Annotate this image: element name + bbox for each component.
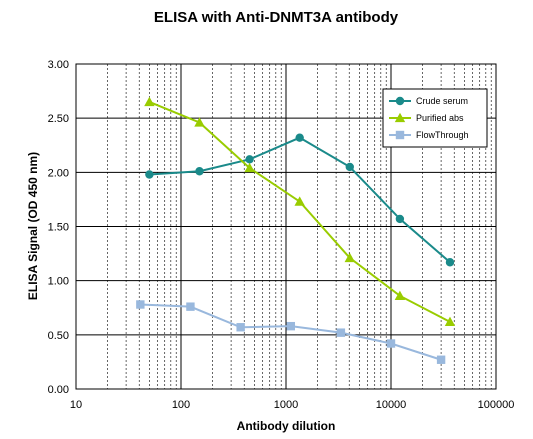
x-tick-labels: 10 100 1000 10000 100000 xyxy=(70,399,514,411)
legend-label: FlowThrough xyxy=(416,130,469,140)
data-point xyxy=(194,117,205,127)
data-point xyxy=(336,328,346,337)
data-point xyxy=(395,214,405,224)
data-point xyxy=(436,355,446,364)
data-point xyxy=(145,170,154,179)
data-point xyxy=(445,258,455,267)
y-tick-labels: 0.00 0.50 1.00 1.50 2.00 2.50 3.00 xyxy=(48,59,69,396)
series-group xyxy=(136,96,456,364)
y-tick-label: 0.00 xyxy=(48,384,69,396)
legend-swatch-marker xyxy=(394,112,406,123)
data-point xyxy=(345,162,354,172)
data-point xyxy=(136,300,145,309)
series-crude-serum xyxy=(145,133,455,267)
data-point xyxy=(144,96,155,107)
legend-swatch-marker xyxy=(395,130,405,140)
legend-label: Purified abs xyxy=(416,113,464,123)
data-point xyxy=(195,167,204,176)
y-tick-label: 1.50 xyxy=(48,222,69,234)
data-point xyxy=(394,290,406,300)
legend-label: Crude serum xyxy=(416,96,468,106)
data-point xyxy=(386,339,396,348)
series-line xyxy=(140,303,442,361)
data-point xyxy=(295,133,304,142)
legend-item: Crude serum xyxy=(389,96,468,106)
x-tick-label: 10000 xyxy=(376,399,407,411)
data-point xyxy=(245,155,254,164)
series-purified-abs xyxy=(144,96,456,326)
data-point xyxy=(294,196,305,206)
legend-item: FlowThrough xyxy=(389,130,469,140)
y-tick-label: 3.00 xyxy=(48,59,69,71)
x-tick-label: 1000 xyxy=(274,399,298,411)
legend-item: Purified abs xyxy=(389,112,464,123)
y-tick-label: 2.00 xyxy=(48,167,69,179)
x-axis-title: Antibody dilution xyxy=(237,419,336,433)
y-axis-title: ELISA Signal (OD 450 nm) xyxy=(26,152,40,300)
y-tick-label: 2.50 xyxy=(48,113,69,125)
x-tick-label: 100000 xyxy=(478,399,515,411)
data-point xyxy=(236,323,245,332)
chart-title: ELISA with Anti-DNMT3A antibody xyxy=(154,9,399,26)
y-tick-label: 0.50 xyxy=(48,330,69,342)
x-tick-label: 10 xyxy=(70,399,82,411)
data-point xyxy=(244,162,255,173)
y-tick-label: 1.00 xyxy=(48,276,69,288)
plot-frame xyxy=(75,63,497,390)
legend-swatch-marker xyxy=(395,96,405,106)
series-flowthrough xyxy=(136,300,446,364)
data-point xyxy=(286,321,295,331)
legend: Crude serum Purified abs FlowThrough xyxy=(382,88,488,148)
data-point xyxy=(344,252,355,263)
data-point xyxy=(444,316,456,326)
data-point xyxy=(186,302,195,311)
x-tick-label: 100 xyxy=(172,399,190,411)
